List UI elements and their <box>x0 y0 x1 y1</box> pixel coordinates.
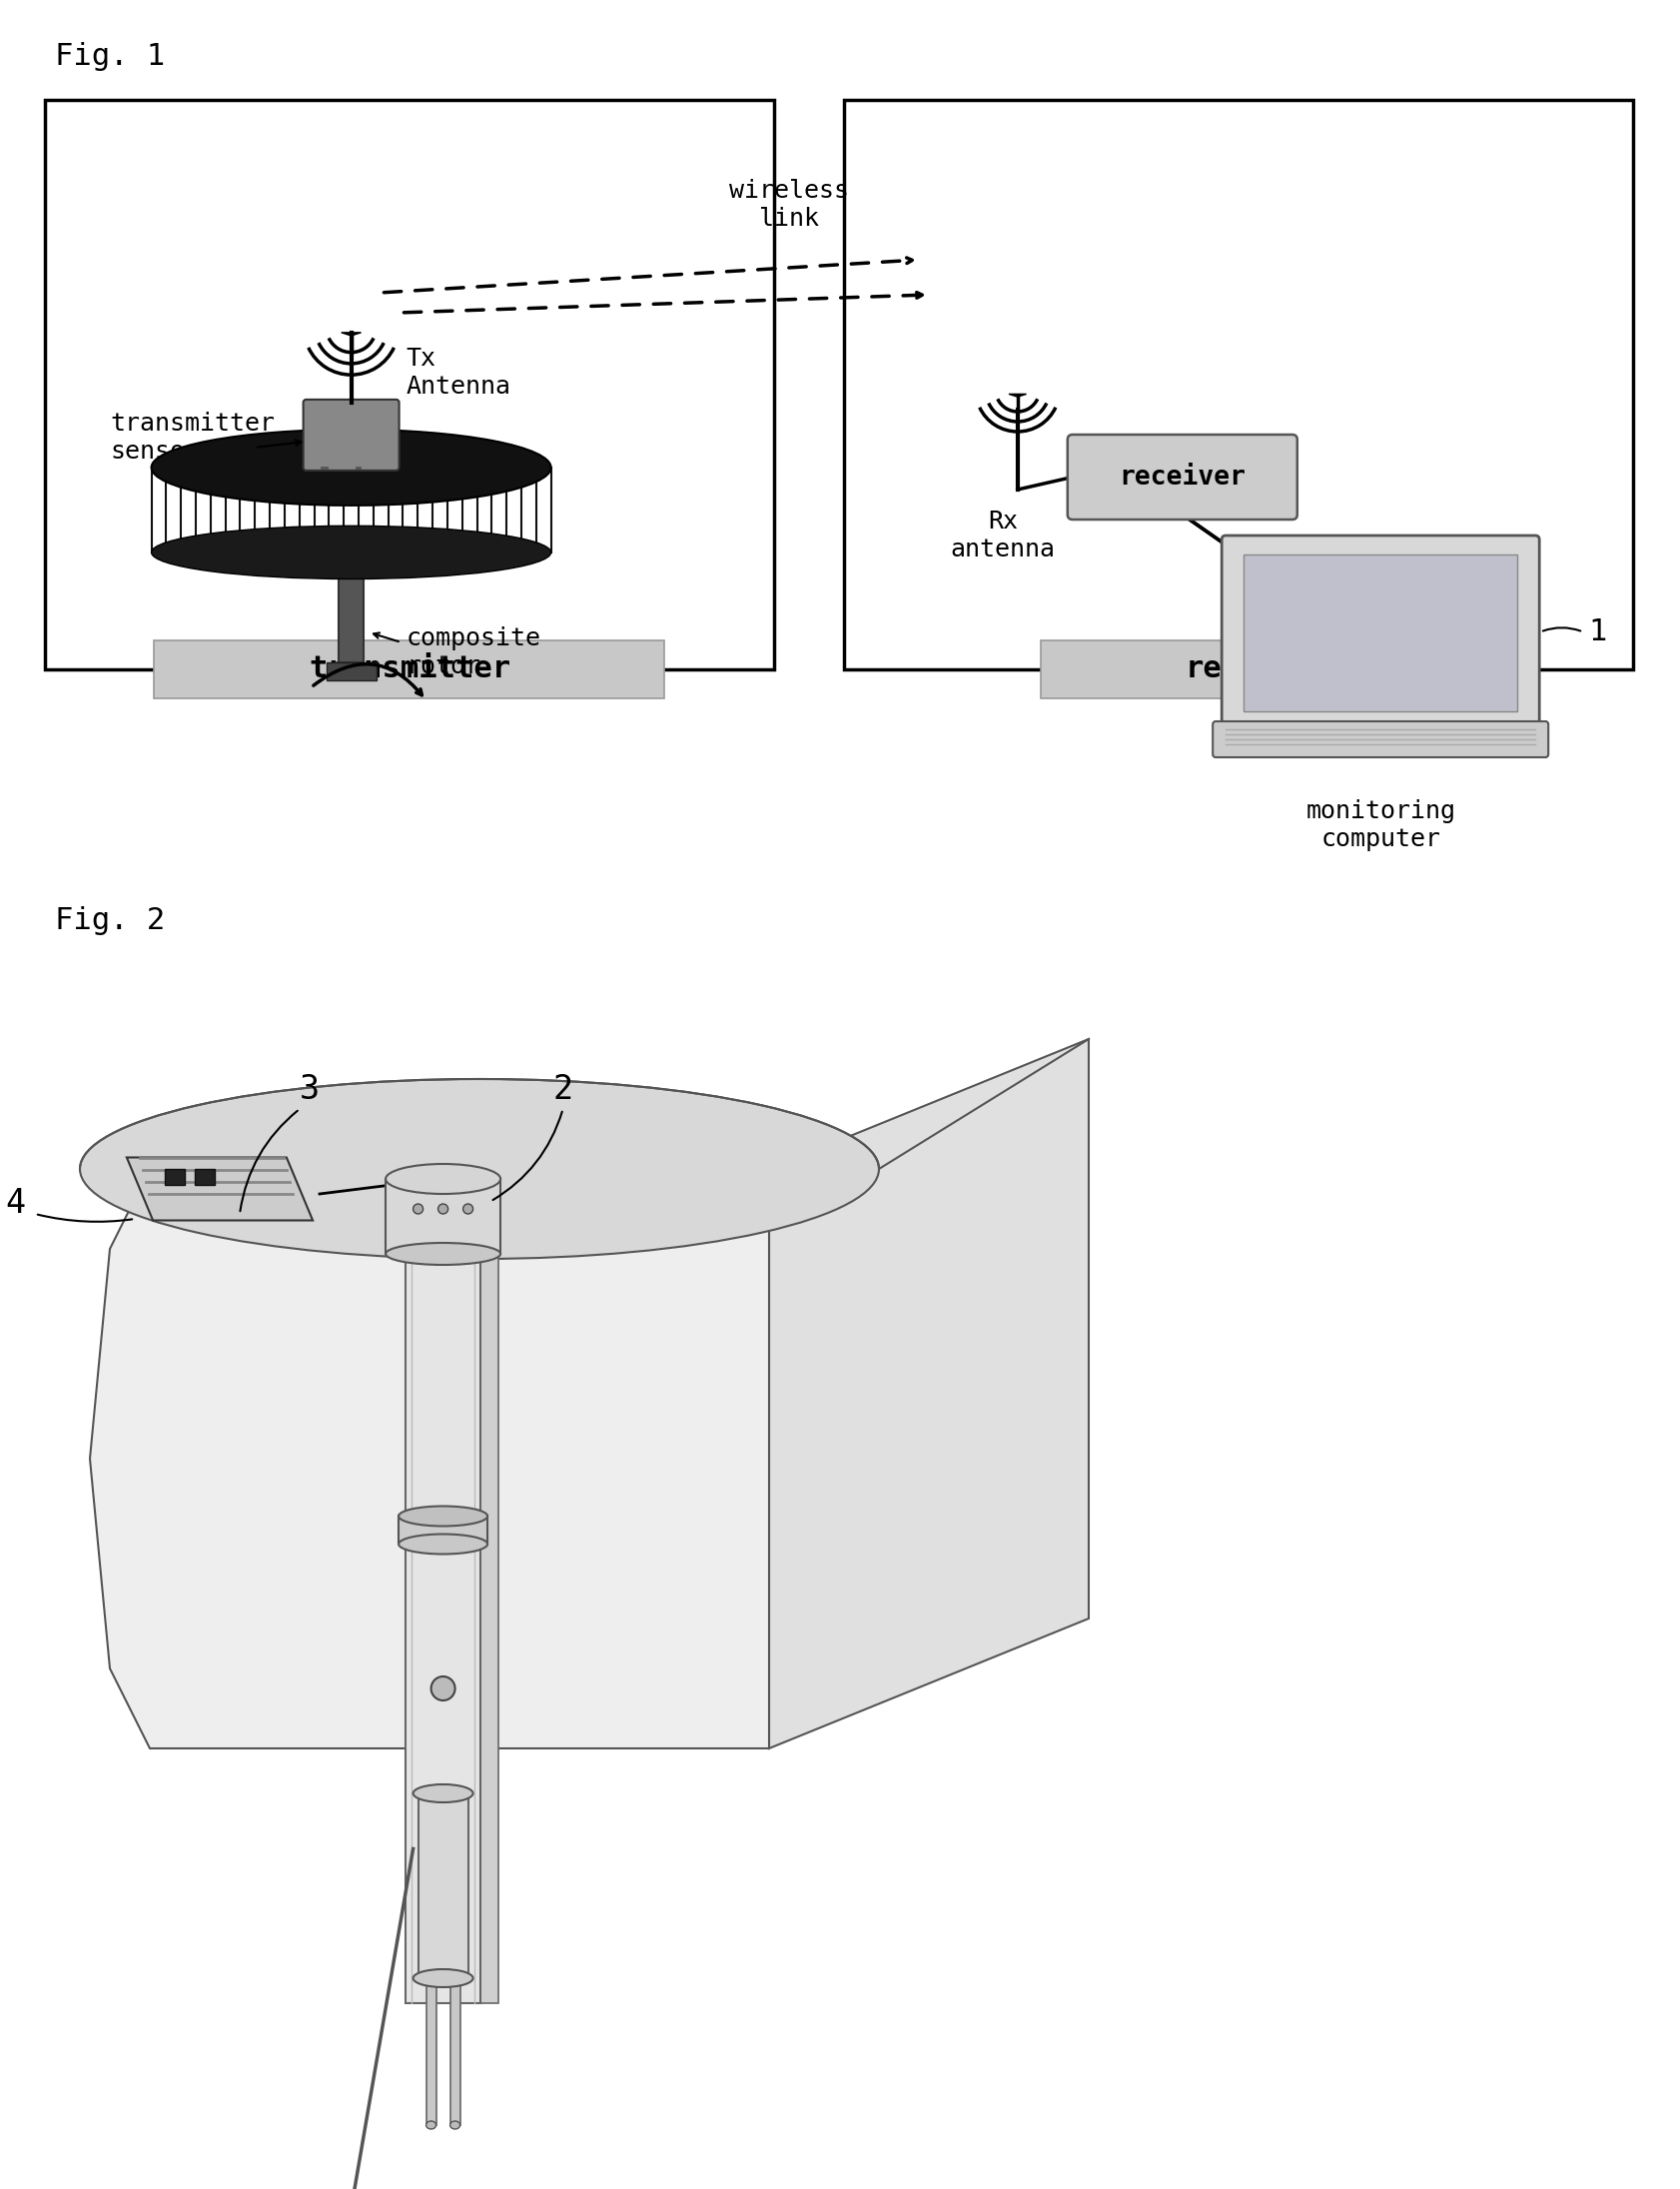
Bar <box>385 1180 501 1254</box>
FancyBboxPatch shape <box>302 401 398 471</box>
Text: composite
rotor: composite rotor <box>407 626 541 679</box>
FancyBboxPatch shape <box>1067 436 1297 519</box>
Text: wireless
link: wireless link <box>729 179 848 230</box>
Ellipse shape <box>398 1534 487 1554</box>
Bar <box>1243 554 1517 711</box>
Bar <box>418 1793 467 1979</box>
FancyBboxPatch shape <box>1040 641 1475 698</box>
Ellipse shape <box>450 2121 460 2130</box>
Bar <box>425 1981 435 2126</box>
Text: Fig. 1: Fig. 1 <box>55 42 165 70</box>
Bar <box>195 1169 215 1184</box>
Ellipse shape <box>413 1970 472 1988</box>
Ellipse shape <box>151 525 551 578</box>
Text: Tx
Antenna: Tx Antenna <box>407 346 511 398</box>
Ellipse shape <box>398 1506 487 1526</box>
Text: 2: 2 <box>553 1073 573 1105</box>
Text: 1: 1 <box>1588 617 1606 646</box>
FancyBboxPatch shape <box>155 641 664 698</box>
Text: transmitter
sensors: transmitter sensors <box>109 412 274 464</box>
Text: 4: 4 <box>5 1186 25 1221</box>
Polygon shape <box>769 1040 1089 1749</box>
Bar <box>398 1517 487 1543</box>
Bar <box>450 1981 460 2126</box>
Text: 3: 3 <box>299 1073 319 1105</box>
Text: monitoring
computer: monitoring computer <box>1305 799 1455 852</box>
Bar <box>480 1243 499 2003</box>
Bar <box>338 552 363 663</box>
Ellipse shape <box>385 1165 501 1193</box>
FancyBboxPatch shape <box>1221 536 1539 729</box>
Text: transmitter: transmitter <box>309 655 511 683</box>
Ellipse shape <box>413 1784 472 1802</box>
Bar <box>45 101 773 670</box>
Bar <box>326 663 376 681</box>
Text: receiver: receiver <box>1184 655 1331 683</box>
Ellipse shape <box>385 1243 501 1265</box>
Text: receiver: receiver <box>1119 464 1245 490</box>
Bar <box>165 1169 185 1184</box>
Polygon shape <box>89 1169 769 1749</box>
Ellipse shape <box>81 1079 879 1259</box>
Circle shape <box>462 1204 472 1215</box>
Polygon shape <box>126 1158 312 1221</box>
FancyBboxPatch shape <box>1211 722 1547 757</box>
Ellipse shape <box>425 2121 435 2130</box>
Polygon shape <box>1008 394 1026 396</box>
Polygon shape <box>341 333 361 335</box>
Text: Fig. 2: Fig. 2 <box>55 906 165 935</box>
Circle shape <box>430 1677 455 1701</box>
Ellipse shape <box>151 429 551 506</box>
Bar <box>843 101 1631 670</box>
Circle shape <box>413 1204 423 1215</box>
Text: Rx
antenna: Rx antenna <box>949 510 1055 560</box>
Circle shape <box>438 1204 449 1215</box>
Bar <box>405 1254 480 2003</box>
